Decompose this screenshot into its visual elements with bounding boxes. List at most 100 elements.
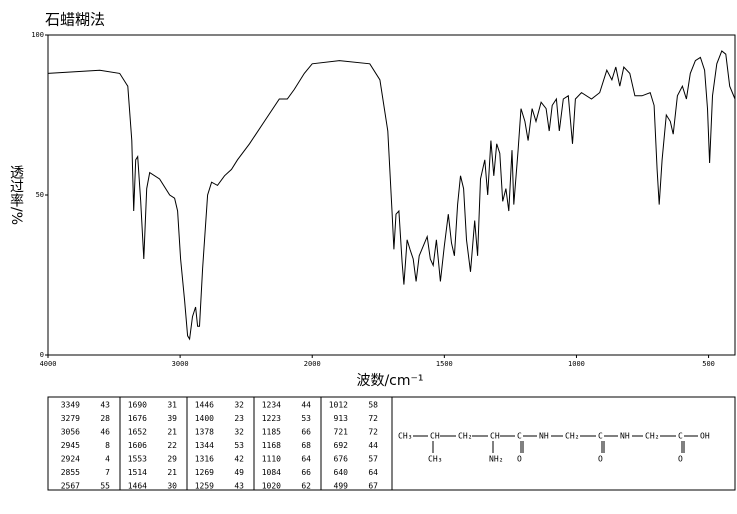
peak-wavenumber: 721 <box>334 428 349 437</box>
x-tick-label: 2000 <box>304 360 321 368</box>
peak-transmittance: 53 <box>301 414 311 423</box>
x-tick-label: 500 <box>702 360 715 368</box>
structure-group: C <box>678 432 683 441</box>
structure-group: CH <box>490 432 500 441</box>
structure-group: CH₂ <box>565 432 579 441</box>
peak-wavenumber: 1084 <box>262 468 281 477</box>
spectrum-line <box>47 50 736 341</box>
table-dividers <box>119 397 393 490</box>
y-axis-label: 透过率/% <box>8 165 24 225</box>
structure-group: CH₃ <box>398 432 412 441</box>
peak-wavenumber: 2924 <box>61 455 80 464</box>
peak-transmittance: 8 <box>105 441 110 450</box>
peak-transmittance: 64 <box>301 455 311 464</box>
y-tick-label: 50 <box>36 191 44 199</box>
peak-wavenumber: 1400 <box>195 414 214 423</box>
peak-wavenumber: 913 <box>334 414 349 423</box>
peak-transmittance: 72 <box>368 414 378 423</box>
structure-substituent: O <box>517 455 522 464</box>
peak-wavenumber: 1606 <box>128 441 147 450</box>
peak-transmittance: 39 <box>167 414 177 423</box>
peak-transmittance: 72 <box>368 428 378 437</box>
peak-wavenumber: 1185 <box>262 428 281 437</box>
peak-transmittance: 42 <box>234 455 244 464</box>
structure-substituent: O <box>678 455 683 464</box>
peak-transmittance: 66 <box>301 468 311 477</box>
peak-wavenumber: 1110 <box>262 455 281 464</box>
peak-transmittance: 31 <box>167 401 177 410</box>
peak-transmittance: 67 <box>368 482 378 491</box>
peak-transmittance: 21 <box>167 468 177 477</box>
y-tick-label: 100 <box>31 31 44 39</box>
peak-transmittance: 66 <box>301 428 311 437</box>
peak-wavenumber: 499 <box>334 482 349 491</box>
peak-transmittance: 53 <box>234 441 244 450</box>
peak-wavenumber: 3349 <box>61 401 80 410</box>
peak-wavenumber: 3279 <box>61 414 80 423</box>
peak-transmittance: 46 <box>100 428 110 437</box>
peak-transmittance: 44 <box>368 441 378 450</box>
peak-transmittance: 57 <box>368 455 378 464</box>
structure-substituent: O <box>598 455 603 464</box>
peak-wavenumber: 1553 <box>128 455 147 464</box>
structure-substituent: CH₃ <box>428 455 442 464</box>
structure-group: C <box>598 432 603 441</box>
peak-wavenumber: 640 <box>334 468 349 477</box>
peak-wavenumber: 1378 <box>195 428 214 437</box>
peak-transmittance: 22 <box>167 441 177 450</box>
peak-transmittance: 44 <box>301 401 311 410</box>
peak-wavenumber: 1269 <box>195 468 214 477</box>
peak-wavenumber: 1446 <box>195 401 214 410</box>
peak-wavenumber: 2945 <box>61 441 80 450</box>
structure-group: NH <box>539 432 549 441</box>
peak-transmittance: 4 <box>105 455 110 464</box>
peak-wavenumber: 1690 <box>128 401 147 410</box>
y-tick-label: 0 <box>40 351 44 359</box>
peak-wavenumber: 1259 <box>195 482 214 491</box>
x-tick-label: 4000 <box>40 360 57 368</box>
peak-wavenumber: 2567 <box>61 482 80 491</box>
peak-transmittance: 29 <box>167 455 177 464</box>
peak-transmittance: 55 <box>100 482 110 491</box>
peak-transmittance: 30 <box>167 482 177 491</box>
x-tick-label: 1000 <box>568 360 585 368</box>
peak-wavenumber: 1223 <box>262 414 281 423</box>
peak-wavenumber: 692 <box>334 441 349 450</box>
peak-transmittance: 28 <box>100 414 110 423</box>
peak-transmittance: 21 <box>167 428 177 437</box>
peak-wavenumber: 2855 <box>61 468 80 477</box>
peak-transmittance: 43 <box>100 401 110 410</box>
peak-transmittance: 49 <box>234 468 244 477</box>
peak-transmittance: 58 <box>368 401 378 410</box>
structure-group: CH₂ <box>645 432 659 441</box>
peak-wavenumber: 1514 <box>128 468 147 477</box>
peak-transmittance: 43 <box>234 482 244 491</box>
structure-group: NH <box>620 432 630 441</box>
peak-transmittance: 32 <box>234 428 244 437</box>
peak-wavenumber: 1316 <box>195 455 214 464</box>
peak-wavenumber: 1464 <box>128 482 147 491</box>
x-tick-label: 3000 <box>172 360 189 368</box>
peak-transmittance: 64 <box>368 468 378 477</box>
peak-wavenumber: 1234 <box>262 401 281 410</box>
peak-transmittance: 62 <box>301 482 311 491</box>
structure-group: CH₂ <box>458 432 472 441</box>
peak-wavenumber: 1012 <box>329 401 348 410</box>
peak-wavenumber: 1344 <box>195 441 214 450</box>
peak-transmittance: 32 <box>234 401 244 410</box>
peak-wavenumber: 676 <box>334 455 349 464</box>
peak-wavenumber: 1168 <box>262 441 281 450</box>
peak-transmittance: 68 <box>301 441 311 450</box>
chart-title: 石蜡糊法 <box>45 11 105 29</box>
peak-wavenumber: 3056 <box>61 428 80 437</box>
peak-wavenumber: 1020 <box>262 482 281 491</box>
structure-substituent: NH₂ <box>489 455 503 464</box>
peak-wavenumber: 1652 <box>128 428 147 437</box>
peak-transmittance: 7 <box>105 468 110 477</box>
peak-transmittance: 23 <box>234 414 244 423</box>
x-axis-label: 波数/cm⁻¹ <box>356 373 423 389</box>
peak-wavenumber: 1676 <box>128 414 147 423</box>
structure-group: CH <box>430 432 440 441</box>
structure-group: OH <box>700 432 710 441</box>
